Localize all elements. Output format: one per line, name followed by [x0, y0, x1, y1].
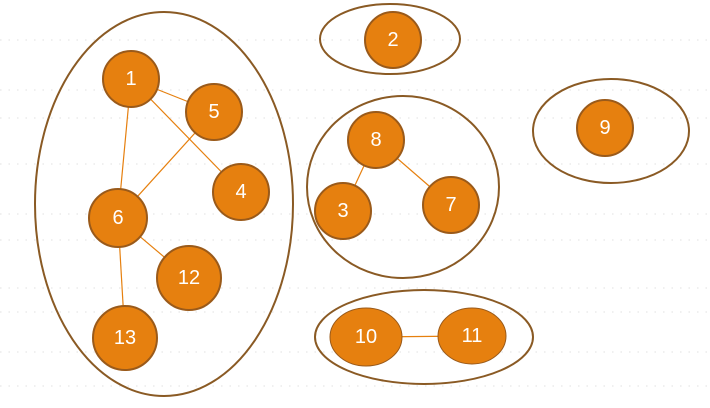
node-1: 1 — [102, 50, 160, 108]
node-8: 8 — [347, 111, 405, 169]
node-label: 7 — [445, 194, 456, 216]
group-outline-component-b — [319, 3, 461, 75]
group-outline-component-d — [532, 78, 690, 184]
node-label: 6 — [112, 207, 123, 229]
nodes: 1 5 4 6 12 13 — [88, 11, 634, 371]
node-label: 5 — [208, 101, 219, 123]
node-label: 13 — [114, 327, 136, 349]
node-label: 11 — [462, 325, 483, 347]
group-outline-component-a — [34, 11, 294, 397]
node-2: 2 — [364, 11, 422, 69]
node-label: 9 — [599, 117, 610, 139]
node-label: 3 — [337, 200, 348, 222]
node-3: 3 — [314, 182, 372, 240]
node-7: 7 — [422, 176, 480, 234]
node-label: 8 — [370, 129, 381, 151]
node-10: 10 — [329, 307, 403, 367]
node-12: 12 — [156, 245, 222, 311]
node-label: 4 — [235, 181, 246, 203]
group-outlines — [34, 3, 690, 397]
node-11: 11 — [437, 307, 507, 365]
group-outline-component-e — [314, 289, 534, 385]
node-label: 2 — [387, 29, 398, 51]
node-label: 12 — [178, 267, 200, 289]
node-9: 9 — [576, 99, 634, 157]
node-13: 13 — [92, 305, 158, 371]
node-label: 1 — [125, 68, 136, 90]
node-5: 5 — [185, 83, 243, 141]
node-4: 4 — [212, 163, 270, 221]
node-label: 10 — [355, 326, 377, 348]
node-6: 6 — [88, 188, 148, 248]
group-outline-component-c — [306, 95, 500, 279]
